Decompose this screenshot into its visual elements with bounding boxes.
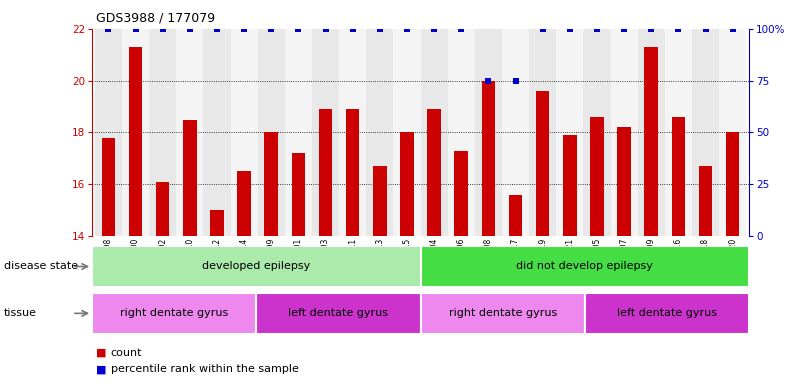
Bar xyxy=(509,195,522,236)
Bar xyxy=(95,29,122,236)
Bar xyxy=(671,117,685,236)
Bar xyxy=(258,29,285,236)
Bar xyxy=(92,293,256,334)
Bar xyxy=(563,135,577,236)
Bar xyxy=(92,246,421,287)
Bar xyxy=(373,166,387,236)
Point xyxy=(319,26,332,32)
Bar xyxy=(156,182,170,236)
Point xyxy=(102,26,115,32)
Bar xyxy=(618,127,631,236)
Bar xyxy=(231,29,258,236)
Bar xyxy=(183,119,196,236)
Text: disease state: disease state xyxy=(4,262,78,271)
Bar xyxy=(421,293,585,334)
Bar xyxy=(427,109,441,236)
Point xyxy=(346,26,359,32)
Point xyxy=(400,26,413,32)
Point xyxy=(672,26,685,32)
Point xyxy=(563,26,576,32)
Point xyxy=(129,26,142,32)
Text: GDS3988 / 177079: GDS3988 / 177079 xyxy=(96,12,215,25)
Bar xyxy=(692,29,719,236)
Bar xyxy=(590,117,604,236)
Text: count: count xyxy=(111,348,142,358)
Point xyxy=(482,78,495,84)
Point xyxy=(183,26,196,32)
Bar xyxy=(346,109,360,236)
Bar xyxy=(585,293,749,334)
Point xyxy=(536,26,549,32)
Bar xyxy=(421,29,448,236)
Bar xyxy=(292,153,305,236)
Bar xyxy=(256,293,421,334)
Point xyxy=(645,26,658,32)
Text: tissue: tissue xyxy=(4,308,37,318)
Point xyxy=(428,26,441,32)
Bar xyxy=(665,29,692,236)
Bar xyxy=(645,47,658,236)
Bar xyxy=(421,246,749,287)
Bar xyxy=(454,151,468,236)
Bar xyxy=(339,29,366,236)
Point xyxy=(265,26,278,32)
Text: developed epilepsy: developed epilepsy xyxy=(202,262,311,271)
Bar xyxy=(319,109,332,236)
Point xyxy=(618,26,630,32)
Bar xyxy=(122,29,149,236)
Point xyxy=(373,26,386,32)
Point xyxy=(455,26,468,32)
Point xyxy=(727,26,739,32)
Bar xyxy=(102,137,115,236)
Bar xyxy=(285,29,312,236)
Text: left dentate gyrus: left dentate gyrus xyxy=(288,308,388,318)
Point xyxy=(211,26,223,32)
Bar xyxy=(312,29,339,236)
Bar xyxy=(638,29,665,236)
Bar xyxy=(726,132,739,236)
Bar xyxy=(556,29,583,236)
Text: ■: ■ xyxy=(96,348,107,358)
Text: left dentate gyrus: left dentate gyrus xyxy=(617,308,717,318)
Bar xyxy=(400,132,414,236)
Bar xyxy=(536,91,549,236)
Bar xyxy=(481,81,495,236)
Bar xyxy=(129,47,143,236)
Text: percentile rank within the sample: percentile rank within the sample xyxy=(111,364,299,374)
Bar xyxy=(393,29,421,236)
Bar xyxy=(210,210,223,236)
Bar xyxy=(583,29,610,236)
Text: ■: ■ xyxy=(96,364,107,374)
Point xyxy=(238,26,251,32)
Bar xyxy=(698,166,712,236)
Bar xyxy=(176,29,203,236)
Bar xyxy=(264,132,278,236)
Point xyxy=(292,26,305,32)
Bar xyxy=(529,29,556,236)
Bar xyxy=(366,29,393,236)
Bar xyxy=(203,29,231,236)
Text: right dentate gyrus: right dentate gyrus xyxy=(449,308,557,318)
Bar xyxy=(475,29,502,236)
Point xyxy=(509,78,522,84)
Text: did not develop epilepsy: did not develop epilepsy xyxy=(517,262,653,271)
Point xyxy=(590,26,603,32)
Bar xyxy=(610,29,638,236)
Bar xyxy=(448,29,475,236)
Bar xyxy=(502,29,529,236)
Point xyxy=(156,26,169,32)
Point xyxy=(699,26,712,32)
Text: right dentate gyrus: right dentate gyrus xyxy=(120,308,228,318)
Bar xyxy=(719,29,747,236)
Bar xyxy=(237,171,251,236)
Bar xyxy=(149,29,176,236)
